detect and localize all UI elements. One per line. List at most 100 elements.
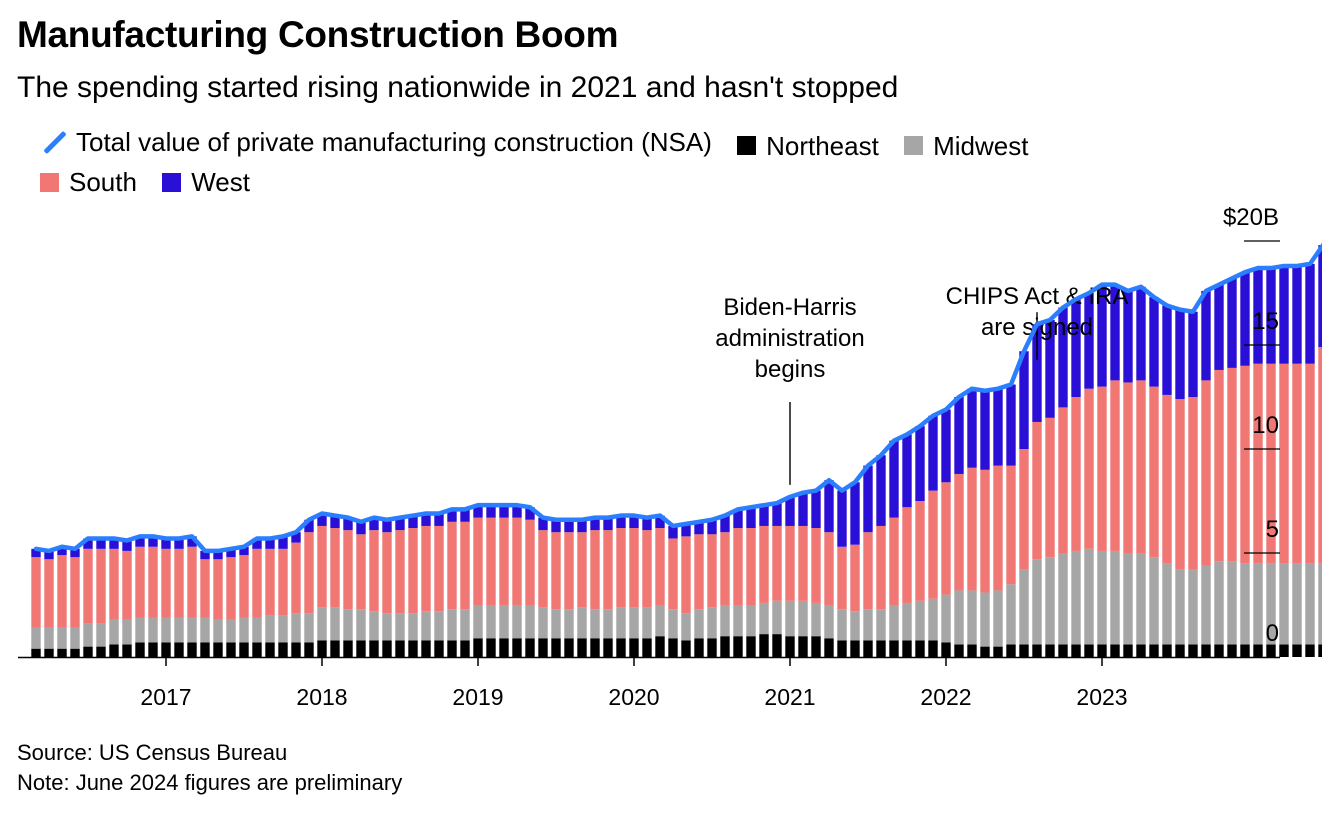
bar-west xyxy=(1136,286,1146,381)
bar-northeast xyxy=(512,638,522,657)
bar-midwest xyxy=(681,613,691,641)
bar-west xyxy=(1032,324,1042,422)
bar-west xyxy=(252,538,262,549)
legend-label-northeast: Northeast xyxy=(766,130,879,161)
bar-midwest xyxy=(616,607,626,639)
bar-south xyxy=(382,532,392,614)
bar-south xyxy=(850,544,860,612)
bar-midwest xyxy=(798,600,808,637)
source-note: Source: US Census Bureau xyxy=(17,740,288,765)
bar-midwest xyxy=(291,613,301,643)
bar-south xyxy=(486,517,496,605)
bar-midwest xyxy=(785,600,795,637)
bar-west xyxy=(356,521,366,535)
bar-south xyxy=(889,517,899,605)
bar-west xyxy=(798,492,808,526)
bar-northeast xyxy=(902,640,912,657)
bar-west xyxy=(122,540,132,551)
bar-midwest xyxy=(109,619,119,645)
bar-west xyxy=(889,440,899,518)
bar-northeast xyxy=(629,638,639,657)
bar-west xyxy=(1253,268,1263,364)
bar-south xyxy=(1253,363,1263,564)
legend-item-midwest: Midwest xyxy=(904,128,1028,164)
bar-midwest xyxy=(603,609,613,639)
bar-midwest xyxy=(525,605,535,639)
bar-midwest xyxy=(187,617,197,643)
bar-northeast xyxy=(252,642,262,657)
bar-northeast xyxy=(616,638,626,657)
bar-south xyxy=(1279,363,1289,564)
bar-northeast xyxy=(590,638,600,657)
bar-west xyxy=(291,532,301,543)
bar-south xyxy=(161,548,171,618)
bar-west xyxy=(720,515,730,533)
bar-south xyxy=(564,532,574,610)
bar-northeast xyxy=(759,634,769,657)
bar-midwest xyxy=(96,623,106,647)
bar-midwest xyxy=(759,602,769,635)
bar-west xyxy=(44,550,54,560)
bar-northeast xyxy=(395,640,405,657)
bar-south xyxy=(148,546,158,618)
bar-west xyxy=(928,415,938,491)
bar-northeast xyxy=(668,638,678,657)
bar-northeast xyxy=(213,642,223,657)
bar-midwest xyxy=(1240,563,1250,645)
bar-west xyxy=(837,490,847,547)
bar-west xyxy=(902,434,912,508)
bar-west xyxy=(954,397,964,474)
bar-west xyxy=(1149,297,1159,387)
bar-west xyxy=(382,519,392,533)
bar-south xyxy=(629,528,639,608)
bar-midwest xyxy=(408,613,418,641)
x-tick-label: 2019 xyxy=(452,684,503,710)
bar-west xyxy=(1084,293,1094,389)
bar-midwest xyxy=(174,617,184,643)
bar-midwest xyxy=(538,607,548,639)
bars-layer xyxy=(31,245,1322,657)
bar-midwest xyxy=(733,605,743,637)
y-axis: 0 5 10 15 $20B xyxy=(1223,204,1280,647)
bar-south xyxy=(369,530,379,612)
bar-south xyxy=(785,525,795,601)
bar-west xyxy=(57,546,67,556)
bar-midwest xyxy=(1227,561,1237,645)
bar-south xyxy=(863,532,873,610)
bar-midwest xyxy=(1149,557,1159,645)
bar-midwest xyxy=(967,590,977,645)
bar-south xyxy=(1084,388,1094,549)
bar-northeast xyxy=(603,638,613,657)
bar-midwest xyxy=(980,592,990,647)
bar-west xyxy=(577,519,587,533)
bar-west xyxy=(694,521,704,535)
x-tick-label: 2023 xyxy=(1076,684,1127,710)
bar-northeast xyxy=(96,646,106,657)
bar-south xyxy=(44,559,54,628)
bar-midwest xyxy=(70,627,80,649)
bar-west xyxy=(564,519,574,533)
bar-south xyxy=(200,559,210,618)
bar-south xyxy=(473,517,483,605)
bar-south xyxy=(460,521,470,610)
bar-midwest xyxy=(850,611,860,641)
bar-south xyxy=(1266,363,1276,564)
bar-midwest xyxy=(1214,561,1224,645)
bar-south xyxy=(876,525,886,610)
bar-midwest xyxy=(1136,553,1146,645)
bar-midwest xyxy=(382,613,392,641)
bar-northeast xyxy=(447,640,457,657)
bar-west xyxy=(83,538,93,549)
bar-south xyxy=(1045,417,1055,558)
legend-swatch-midwest xyxy=(904,136,924,155)
x-tick-label: 2018 xyxy=(296,684,347,710)
bar-midwest xyxy=(343,609,353,641)
chart-subtitle: The spending started rising nationwide i… xyxy=(17,71,899,104)
bar-midwest xyxy=(434,611,444,641)
bar-south xyxy=(57,555,67,628)
legend-swatch-south xyxy=(40,172,59,192)
bar-northeast xyxy=(161,642,171,657)
bar-south xyxy=(655,528,665,605)
y-tick-label: 15 xyxy=(1252,308,1279,335)
bar-south xyxy=(590,530,600,610)
